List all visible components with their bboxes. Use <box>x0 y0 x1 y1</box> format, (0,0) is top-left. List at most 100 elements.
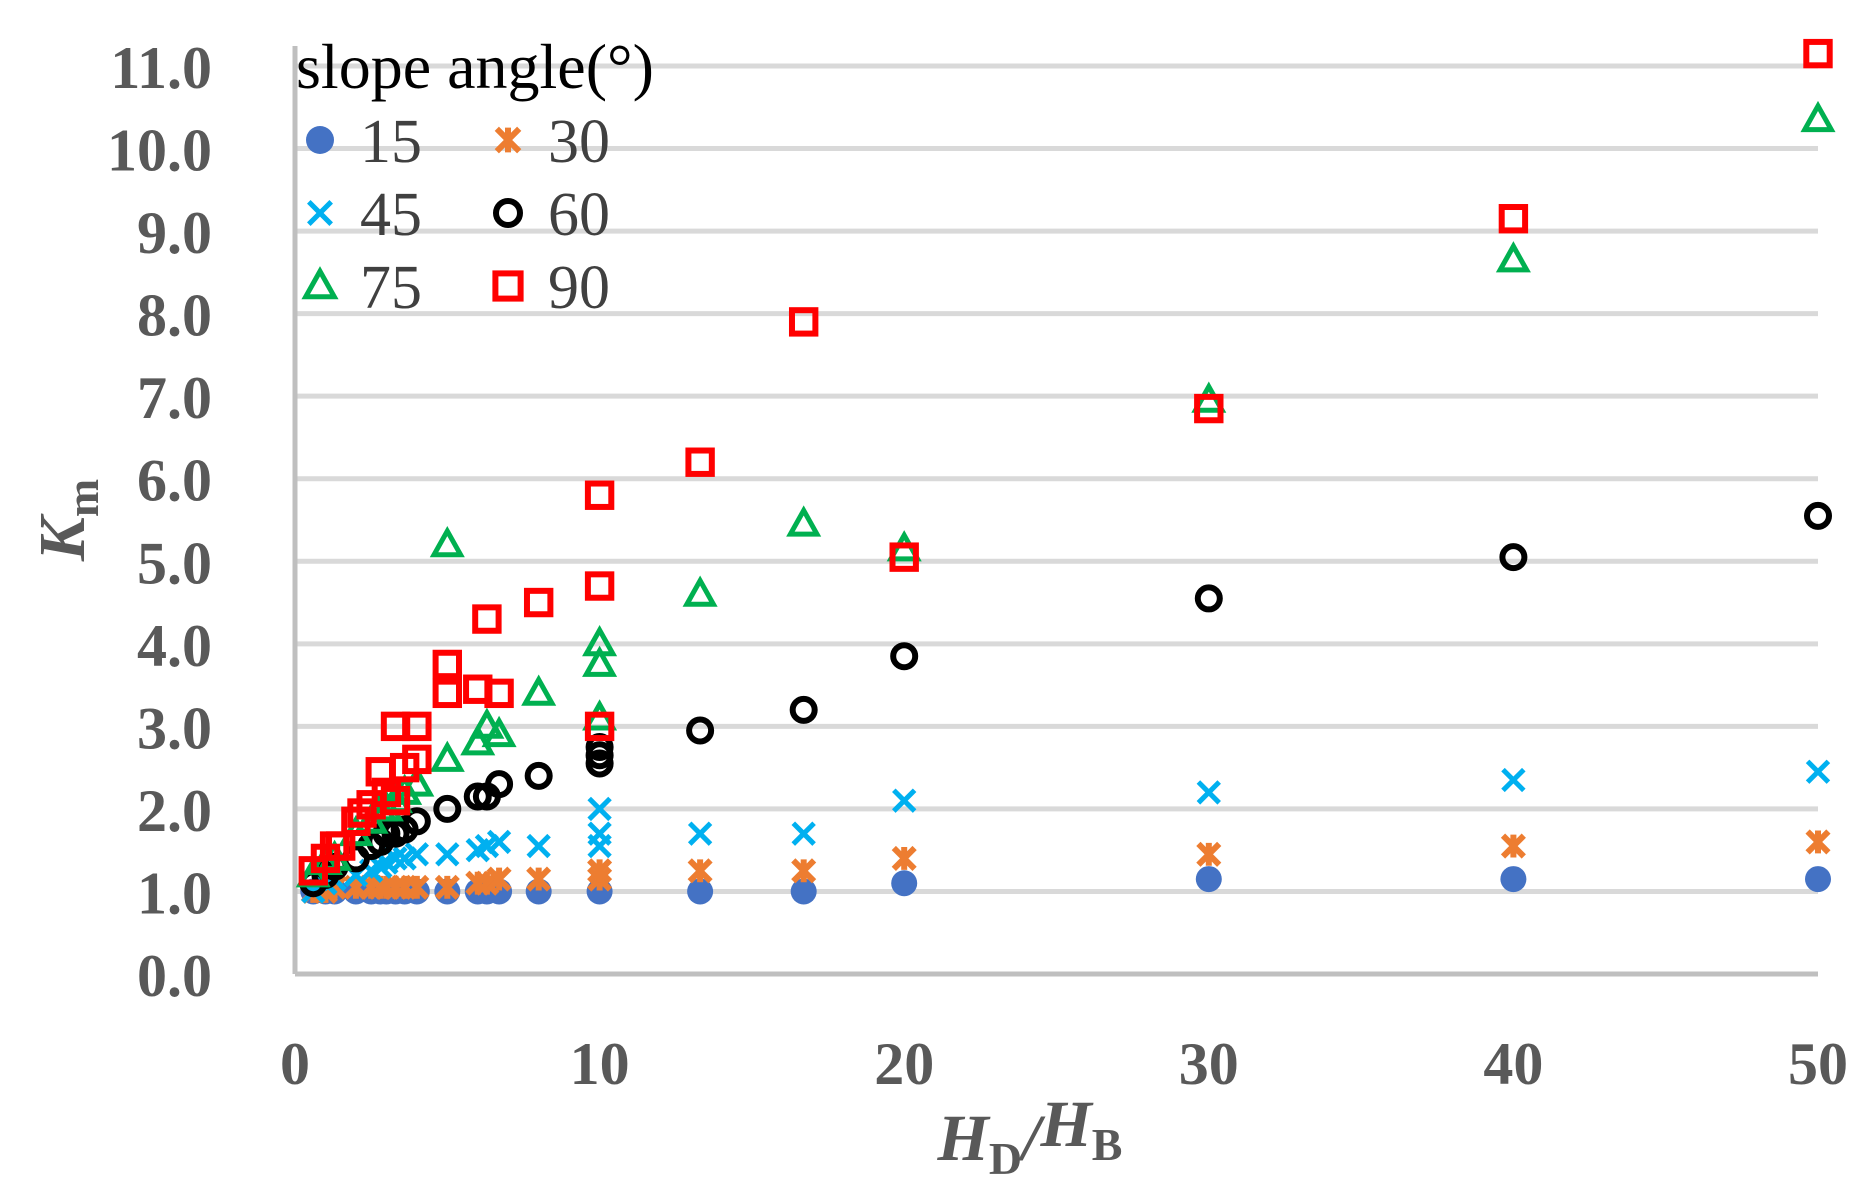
data-point-30 <box>891 845 917 871</box>
data-point-45 <box>1501 767 1526 793</box>
data-point-90 <box>402 744 432 775</box>
y-tick-label: 7.0 <box>137 365 212 431</box>
x-axis-title-part: H <box>937 1102 992 1175</box>
y-tick-label: 3.0 <box>137 695 212 761</box>
data-point-90 <box>584 480 615 510</box>
legend-label-15: 15 <box>360 108 422 176</box>
legend: slope angle(°) 15 30 45 60 75 90 <box>296 31 654 322</box>
legend-marker-75 <box>301 266 339 300</box>
y-tick-label: 6.0 <box>137 448 212 514</box>
data-point-30 <box>526 866 552 892</box>
x-tick-label: 0 <box>280 1031 310 1097</box>
data-point-60 <box>1194 584 1223 613</box>
data-point-60 <box>1804 501 1832 530</box>
data-point-90 <box>1803 38 1833 69</box>
data-point-30 <box>434 874 460 900</box>
data-point-45 <box>1805 759 1831 784</box>
data-point-45 <box>687 821 713 846</box>
y-tick-label: 8.0 <box>137 283 212 349</box>
data-point-45 <box>587 821 612 846</box>
legend-label-30: 30 <box>548 108 610 176</box>
data-point-90 <box>1194 393 1224 424</box>
axes <box>292 46 1818 977</box>
y-tick-label: 2.0 <box>137 778 212 844</box>
data-point-90 <box>523 587 554 618</box>
x-axis-title-subscript: B <box>1092 1119 1123 1170</box>
tick-labels: 0.0 1.0 2.0 3.0 4.0 5.0 6.0 7.0 8.0 9.0 10.0 11.0 0 1… <box>107 35 1848 1097</box>
data-point-45 <box>587 796 612 822</box>
data-point-60 <box>686 716 715 745</box>
x-tick-label: 30 <box>1179 1031 1239 1097</box>
legend-marker-60 <box>493 198 523 228</box>
legend-marker-45 <box>307 200 333 226</box>
data-point-60 <box>1499 543 1528 572</box>
data-point-90 <box>432 678 463 709</box>
data-point-90 <box>380 785 411 816</box>
x-axis-title-subscript: D <box>989 1133 1022 1184</box>
data-point-60 <box>524 761 553 790</box>
data-point-45 <box>892 788 917 813</box>
y-tick-label: 0.0 <box>137 943 212 1009</box>
y-axis-title-part: K <box>26 513 99 562</box>
data-point-30 <box>404 874 430 900</box>
data-point-60 <box>485 770 514 799</box>
x-tick-label: 20 <box>874 1031 934 1097</box>
data-point-15 <box>1500 866 1527 893</box>
legend-label-45: 45 <box>360 181 422 249</box>
legend-marker-90 <box>492 270 524 302</box>
data-point-60 <box>463 782 492 811</box>
gridlines <box>295 63 1818 894</box>
data-point-45 <box>1196 780 1221 805</box>
data-point-30 <box>791 858 817 884</box>
data-point-90 <box>432 649 463 680</box>
data-point-90 <box>472 604 502 634</box>
data-point-45 <box>404 842 430 867</box>
y-tick-label: 11.0 <box>110 35 212 101</box>
data-point-75 <box>786 505 822 537</box>
y-axis-title-subscript: m <box>57 479 108 517</box>
y-tick-label: 1.0 <box>137 860 212 926</box>
data-point-45 <box>791 821 816 846</box>
data-point-90 <box>889 542 919 572</box>
y-tick-label: 9.0 <box>137 200 212 266</box>
data-point-75 <box>682 575 718 607</box>
data-point-15 <box>1805 866 1831 893</box>
y-tick-label: 4.0 <box>137 613 212 679</box>
data-point-30 <box>687 858 713 884</box>
data-point-90 <box>685 447 715 477</box>
x-tick-label: 50 <box>1788 1031 1848 1097</box>
series-90 <box>298 38 1833 886</box>
data-point-90 <box>788 307 819 337</box>
data-point-90 <box>584 711 615 742</box>
y-tick-label: 10.0 <box>107 118 212 184</box>
x-axis-title: HD/HB <box>937 1088 1123 1184</box>
data-point-75 <box>469 707 505 739</box>
x-tick-label: 10 <box>570 1031 630 1097</box>
data-point-45 <box>526 833 551 859</box>
data-point-60 <box>433 794 462 823</box>
data-point-90 <box>325 831 356 861</box>
data-point-30 <box>1196 841 1222 867</box>
data-point-30 <box>486 866 512 892</box>
data-point-75 <box>460 724 496 756</box>
legend-marker-30 <box>494 126 522 154</box>
data-point-45 <box>486 829 512 855</box>
legend-label-90: 90 <box>548 254 610 322</box>
data-point-75 <box>521 674 557 706</box>
data-point-30 <box>1805 829 1831 855</box>
data-point-90 <box>584 571 615 601</box>
axis-titles: HD/HB Km <box>26 479 1122 1184</box>
legend-label-60: 60 <box>548 181 610 249</box>
data-point-60 <box>789 695 818 724</box>
y-axis-title: Km <box>26 479 108 562</box>
data-point-60 <box>890 642 919 671</box>
data-point-75 <box>1495 241 1531 273</box>
data-points <box>295 38 1836 905</box>
y-tick-label: 5.0 <box>137 530 212 596</box>
data-point-30 <box>587 858 613 884</box>
data-point-90 <box>341 806 371 836</box>
data-point-75 <box>1800 100 1836 133</box>
data-point-75 <box>481 715 517 748</box>
